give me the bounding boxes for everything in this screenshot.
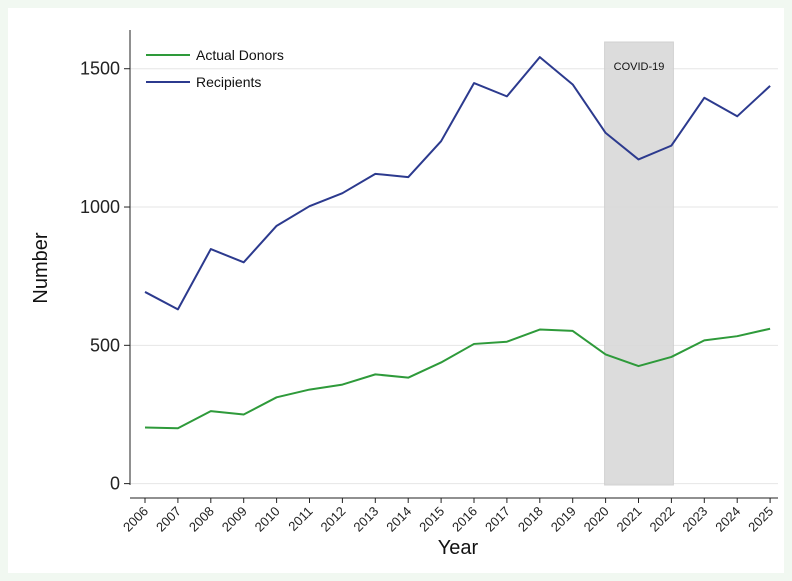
- x-tick-label-2024: 2024: [712, 504, 743, 535]
- covid-label: COVID-19: [614, 61, 665, 73]
- x-tick-label-2012: 2012: [317, 504, 348, 535]
- x-tick-label-2013: 2013: [350, 504, 381, 535]
- series-line-recipients: [144, 56, 771, 311]
- legend-label-recipients: Recipients: [196, 74, 261, 90]
- x-tick-label-2014: 2014: [383, 504, 414, 535]
- y-tick-label-1000: 1000: [80, 197, 120, 217]
- x-tick-label-2025: 2025: [745, 504, 776, 535]
- x-tick-label-2020: 2020: [581, 504, 612, 535]
- y-tick-label-1500: 1500: [80, 59, 120, 79]
- y-tick-label-0: 0: [110, 474, 120, 494]
- legend-label-actual-donors: Actual Donors: [196, 47, 284, 63]
- chart-frame: COVID-19 0 500 1000 1500 2006 2007 2008 2009 201…: [8, 8, 784, 573]
- x-axis-title: Year: [438, 537, 479, 559]
- series-line-actual-donors: [144, 327, 771, 430]
- x-tick-label-2010: 2010: [252, 504, 283, 535]
- x-tick-label-2022: 2022: [646, 504, 677, 535]
- x-tick-label-2011: 2011: [285, 504, 315, 534]
- y-tick-label-500: 500: [90, 335, 120, 355]
- x-tick-label-2008: 2008: [186, 504, 217, 535]
- series-lines: [144, 56, 771, 430]
- x-tick-label-2018: 2018: [515, 504, 546, 535]
- y-axis-title: Number: [30, 232, 52, 303]
- x-tick-label-2007: 2007: [153, 504, 184, 535]
- x-tick-label-2016: 2016: [449, 504, 480, 535]
- x-tick-label-2023: 2023: [679, 504, 710, 535]
- x-tick-label-2015: 2015: [416, 504, 447, 535]
- x-tick-label-2021: 2021: [614, 504, 645, 535]
- x-tick-label-2017: 2017: [482, 504, 513, 535]
- x-tick-label-2009: 2009: [219, 504, 250, 535]
- covid-band: [604, 41, 674, 486]
- legend: Actual Donors Recipients: [146, 47, 284, 90]
- x-tick-label-2019: 2019: [548, 504, 579, 535]
- covid-shading: COVID-19: [604, 41, 674, 486]
- x-tick-label-2006: 2006: [120, 504, 151, 535]
